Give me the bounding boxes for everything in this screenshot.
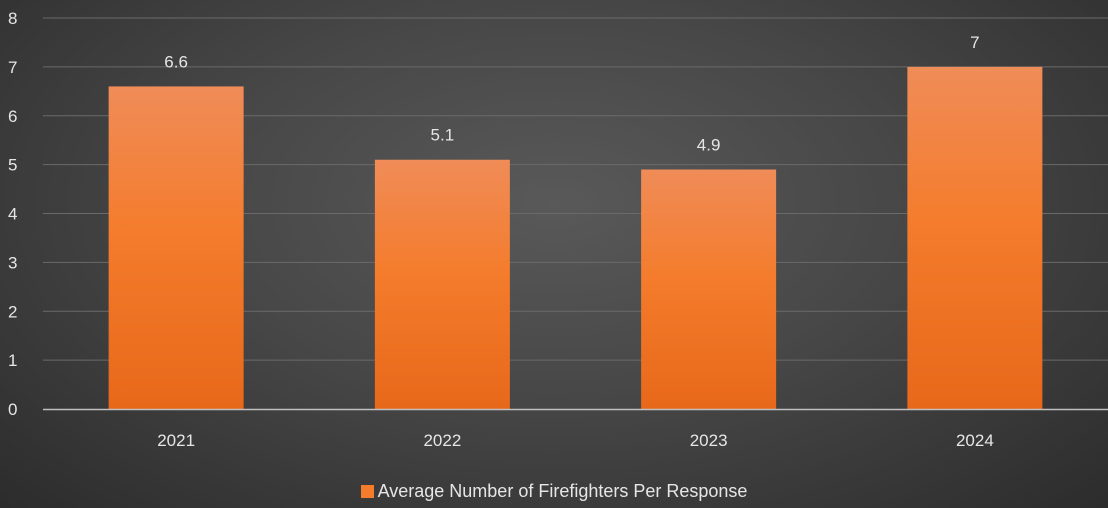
data-label: 4.9 [697, 136, 721, 155]
y-tick-label: 3 [8, 253, 17, 272]
x-axis-tick-labels: 2021 2022 2023 2024 [157, 431, 994, 450]
legend-swatch [360, 485, 374, 498]
y-tick-label: 5 [8, 156, 17, 175]
data-label: 5.1 [431, 126, 455, 145]
bar-2023 [641, 169, 777, 409]
legend: Average Number of Firefighters Per Respo… [0, 480, 1108, 502]
y-tick-label: 0 [8, 400, 17, 419]
x-tick-label: 2021 [157, 431, 195, 450]
y-tick-label: 7 [8, 58, 17, 77]
x-tick-label: 2022 [423, 431, 461, 450]
y-tick-label: 1 [8, 351, 17, 370]
y-tick-label: 2 [8, 302, 17, 321]
legend-label: Average Number of Firefighters Per Respo… [377, 481, 748, 501]
y-tick-label: 6 [8, 107, 17, 126]
data-label: 6.6 [164, 52, 188, 71]
y-tick-label: 4 [8, 205, 17, 224]
y-axis-tick-labels: 0 1 2 3 4 5 6 7 8 [8, 9, 17, 419]
bar-2024 [907, 66, 1043, 409]
x-tick-label: 2024 [956, 431, 994, 450]
data-label: 7 [970, 33, 979, 52]
bar-2022 [374, 159, 510, 409]
x-tick-label: 2023 [690, 431, 728, 450]
bar-2021 [108, 86, 244, 410]
bars [108, 66, 1043, 410]
y-tick-label: 8 [8, 9, 17, 28]
data-labels: 6.6 5.1 4.9 7 [164, 33, 979, 155]
